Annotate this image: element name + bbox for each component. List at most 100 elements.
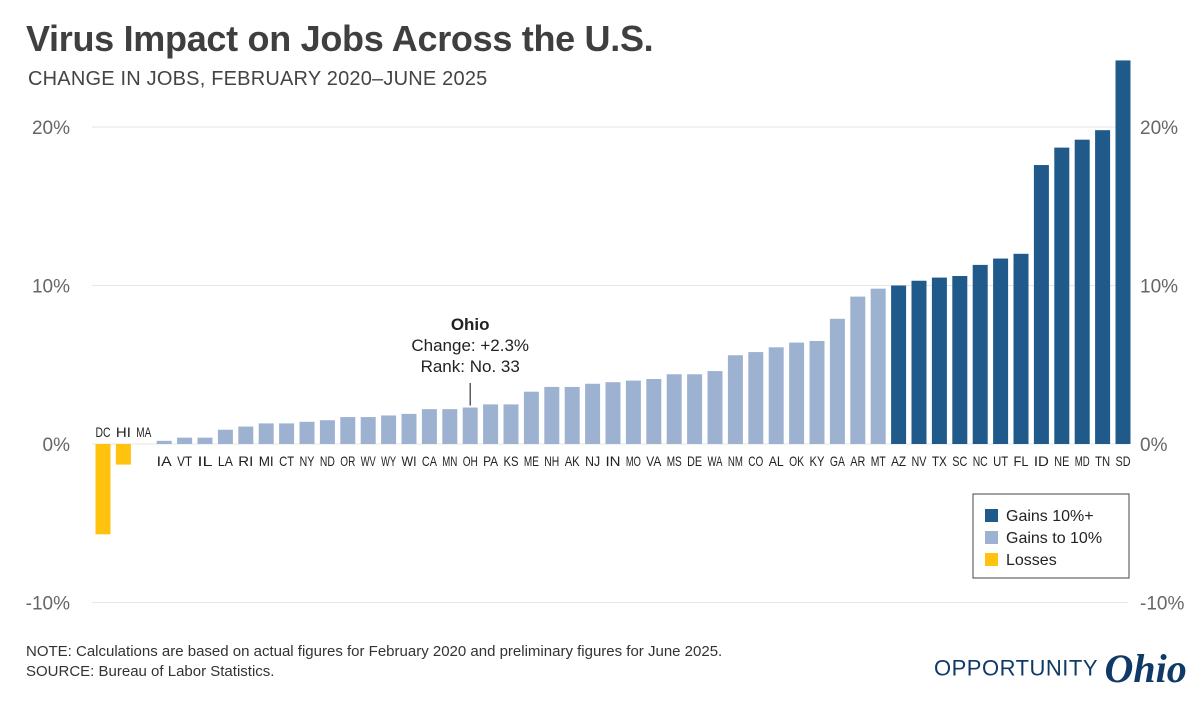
category-label-in: IN — [606, 453, 621, 469]
bar-hi — [115, 444, 131, 465]
category-label-az: AZ — [891, 453, 906, 469]
category-label-al: AL — [769, 453, 784, 469]
category-label-ct: CT — [279, 453, 294, 469]
bar-ny — [299, 421, 315, 444]
source-text: SOURCE: Bureau of Labor Statistics. — [26, 663, 275, 680]
legend-label: Gains to 10% — [1006, 530, 1102, 547]
annotation-rank: Rank: No. 33 — [421, 357, 520, 376]
category-label-hi: HI — [116, 424, 131, 440]
category-label-ri: RI — [238, 453, 253, 469]
bar-mi — [258, 423, 274, 444]
y-tick-label-right: 0% — [1140, 435, 1168, 456]
category-label-ca: CA — [422, 453, 438, 469]
chart-subtitle: CHANGE IN JOBS, FEBRUARY 2020–JUNE 2025 — [28, 68, 488, 90]
category-label-nj: NJ — [585, 453, 600, 469]
bar-ut — [993, 258, 1009, 444]
bar-nh — [544, 386, 560, 444]
bar-nj — [585, 383, 601, 444]
bar-tn — [1095, 130, 1111, 445]
note-text: NOTE: Calculations are based on actual f… — [26, 643, 723, 660]
y-tick-label-left: 20% — [32, 118, 70, 139]
bar-ms — [666, 374, 682, 444]
bar-ok — [789, 342, 805, 444]
bar-wa — [707, 371, 723, 444]
bar-mn — [442, 409, 458, 444]
bar-sd — [1115, 60, 1131, 445]
y-tick-label-left: 0% — [43, 435, 71, 456]
category-label-vt: VT — [177, 453, 192, 469]
category-label-nv: NV — [912, 453, 928, 469]
bar-mo — [625, 380, 641, 444]
category-label-fl: FL — [1014, 453, 1029, 469]
y-tick-label-right: -10% — [1140, 594, 1184, 615]
bar-sc — [952, 275, 968, 444]
bar-ga — [829, 318, 845, 444]
bar-la — [217, 429, 233, 444]
category-label-ar: AR — [850, 453, 865, 469]
category-label-pa: PA — [483, 453, 499, 469]
category-label-ne: NE — [1054, 453, 1069, 469]
category-label-wv: WV — [361, 453, 376, 469]
bar-az — [891, 285, 907, 444]
logo-ohio-script: Ohio — [1104, 646, 1187, 691]
category-label-ma: MA — [136, 424, 151, 440]
bar-ca — [421, 409, 437, 444]
bar-mt — [870, 288, 886, 444]
category-label-la: LA — [218, 453, 234, 469]
footnote: NOTE: Calculations are based on actual f… — [26, 642, 722, 682]
legend-label: Losses — [1006, 552, 1057, 569]
bar-wv — [360, 417, 376, 444]
category-label-nc: NC — [973, 453, 988, 469]
bar-oh — [462, 407, 478, 444]
category-label-il: IL — [198, 453, 213, 469]
legend-box — [972, 493, 1130, 579]
category-label-de: DE — [687, 453, 702, 469]
category-label-sc: SC — [952, 453, 967, 469]
annotation-title: Ohio — [451, 315, 490, 334]
category-label-nd: ND — [320, 453, 335, 469]
bar-vt — [177, 437, 193, 444]
bar-id — [1033, 165, 1049, 445]
category-label-dc: DC — [96, 424, 111, 440]
bar-nc — [972, 264, 988, 444]
bar-fl — [1013, 253, 1029, 444]
bar-il — [197, 437, 213, 444]
category-label-ia: IA — [157, 453, 173, 469]
bar-ak — [564, 386, 580, 444]
category-label-ks: KS — [504, 453, 519, 469]
category-label-ms: MS — [667, 453, 682, 469]
bar-ar — [850, 296, 866, 444]
bar-or — [340, 417, 356, 444]
bar-ct — [279, 423, 295, 444]
bar-nd — [319, 420, 335, 444]
bar-ne — [1054, 147, 1070, 445]
logo-word: OPPORTUNITY — [934, 655, 1099, 681]
opportunity-ohio-logo: OPPORTUNITY Ohio — [934, 645, 1187, 692]
bar-nv — [911, 280, 927, 444]
category-label-ak: AK — [565, 453, 581, 469]
legend-swatch — [985, 531, 998, 544]
category-label-sd: SD — [1116, 453, 1131, 469]
bar-ri — [238, 426, 254, 444]
category-label-md: MD — [1075, 453, 1090, 469]
bar-me — [523, 391, 539, 444]
category-label-mn: MN — [442, 453, 457, 469]
bar-md — [1074, 139, 1090, 444]
bar-tx — [931, 277, 947, 444]
category-label-co: CO — [748, 453, 763, 469]
bar-co — [748, 352, 764, 444]
category-label-me: ME — [524, 453, 539, 469]
category-label-ky: KY — [810, 453, 826, 469]
bar-dc — [95, 444, 111, 535]
category-label-mo: MO — [626, 453, 641, 469]
bar-ks — [503, 404, 519, 444]
category-label-tx: TX — [932, 453, 948, 469]
annotation-change: Change: +2.3% — [411, 336, 529, 355]
category-label-ok: OK — [789, 453, 804, 469]
category-label-ga: GA — [830, 453, 845, 469]
bar-de — [687, 374, 703, 444]
bar-wi — [401, 413, 417, 444]
category-label-wa: WA — [708, 453, 723, 469]
category-label-mi: MI — [259, 453, 274, 469]
y-tick-label-left: 10% — [32, 277, 70, 298]
